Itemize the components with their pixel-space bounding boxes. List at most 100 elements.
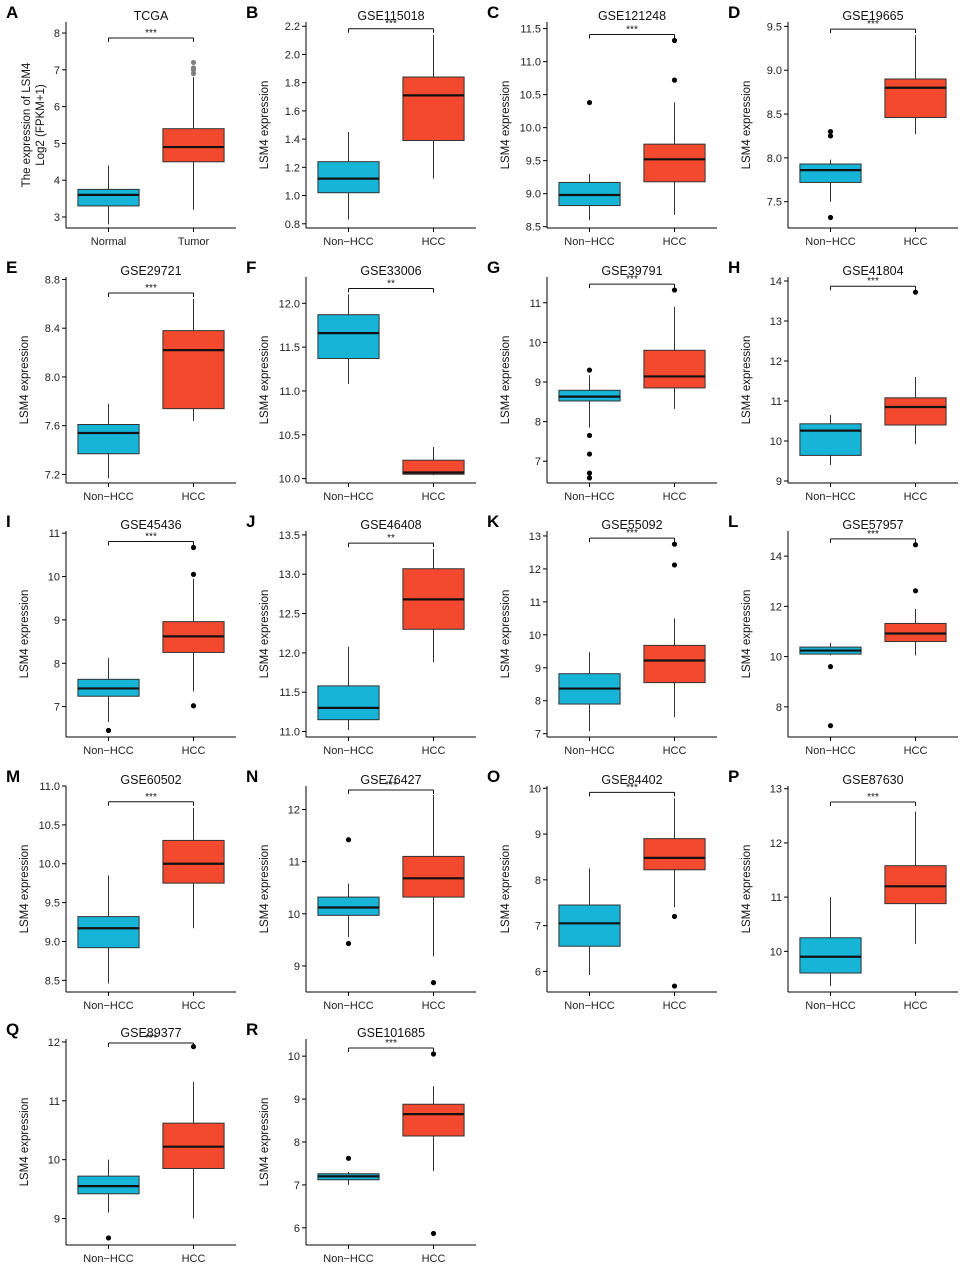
- box-group1: [317, 161, 380, 194]
- y-tick-label: 8: [535, 417, 541, 429]
- y-tick-label: 9: [776, 476, 782, 488]
- box-group2: [402, 459, 465, 475]
- x-tick-label: HCC: [422, 1253, 446, 1265]
- panel-label: E: [6, 258, 17, 277]
- y-tick-label: 12: [770, 356, 782, 368]
- x-tick-label: Non−HCC: [83, 745, 133, 757]
- x-tick-label: Non−HCC: [564, 745, 614, 757]
- outlier-point: [671, 287, 678, 293]
- outlier-point: [671, 37, 678, 44]
- outlier-point: [586, 475, 593, 481]
- y-tick-label: 7.5: [767, 197, 782, 209]
- box-group1: [77, 188, 140, 207]
- significance-label: ***: [145, 792, 157, 803]
- outlier-point: [105, 1235, 112, 1241]
- significance-label: ***: [867, 276, 879, 287]
- panel-title: GSE101685: [357, 1026, 425, 1040]
- y-tick-label: 11.0: [520, 57, 541, 69]
- panel-label: B: [246, 3, 258, 22]
- significance-label: ***: [145, 1033, 157, 1044]
- y-tick-label: 9.5: [767, 21, 782, 33]
- outlier-point: [586, 367, 593, 373]
- y-tick-label: 12: [288, 804, 300, 816]
- y-tick-label: 10.0: [39, 859, 60, 871]
- x-tick-label: Non−HCC: [323, 236, 373, 248]
- x-tick-label: Non−HCC: [564, 1000, 614, 1012]
- y-tick-label: 4: [54, 175, 60, 187]
- outlier-point: [190, 703, 197, 709]
- y-tick-label: 13: [770, 316, 782, 328]
- y-axis-label: LSM4 expression: [500, 336, 512, 425]
- panel-D: D GSE19665 LSM4 expression 7.5 8.0 8.5 9.0 9.5 N…: [728, 3, 958, 248]
- box-group2: [643, 349, 706, 389]
- y-tick-label: 1.6: [285, 106, 300, 118]
- y-tick-label: 2.2: [285, 21, 300, 33]
- y-tick-label: 8: [54, 28, 60, 40]
- y-tick-label: 8.5: [767, 109, 782, 121]
- y-tick-label: 8.5: [526, 222, 541, 234]
- y-tick-label: 14: [770, 551, 782, 563]
- panel-title: GSE39791: [601, 264, 662, 278]
- y-tick-label: 8.8: [45, 274, 60, 286]
- y-tick-label: 10.0: [279, 474, 300, 486]
- panel-title: GSE121248: [598, 9, 666, 23]
- y-axis-label: LSM4 expression: [259, 845, 271, 934]
- panel-title: GSE89377: [120, 1026, 181, 1040]
- panel-title: GSE29721: [120, 264, 181, 278]
- x-tick-label: Non−HCC: [323, 1000, 373, 1012]
- significance-label: ***: [626, 274, 638, 285]
- y-tick-label: 6: [535, 966, 541, 978]
- x-tick-label: Non−HCC: [564, 236, 614, 248]
- y-axis-label: LSM4 expression: [259, 336, 271, 425]
- y-tick-label: 11: [771, 892, 782, 904]
- x-tick-label: HCC: [663, 491, 687, 503]
- y-tick-label: 9: [54, 615, 60, 627]
- y-tick-label: 11.0: [279, 386, 300, 398]
- outlier-point: [105, 727, 112, 734]
- panel-title: TCGA: [134, 9, 169, 23]
- box-group2: [162, 330, 225, 410]
- y-tick-label: 7: [54, 65, 60, 77]
- x-tick-label: Normal: [91, 236, 126, 248]
- significance-label: ***: [145, 531, 157, 542]
- y-tick-label: 10.5: [279, 430, 300, 442]
- x-tick-label: HCC: [904, 745, 928, 757]
- x-tick-label: Non−HCC: [83, 491, 133, 503]
- panel-B: B GSE115018 LSM4 expression 0.8 1.0 1.2 1.4 1.6…: [246, 3, 476, 248]
- y-tick-label: 13: [770, 784, 782, 796]
- y-tick-label: 11: [530, 597, 541, 609]
- y-tick-label: 1.8: [285, 78, 300, 90]
- x-tick-label: Non−HCC: [805, 1000, 855, 1012]
- y-tick-label: 14: [770, 276, 782, 288]
- x-tick-label: Non−HCC: [323, 1253, 373, 1265]
- y-tick-label: 12: [770, 601, 782, 613]
- panel-title: GSE60502: [120, 773, 181, 787]
- outlier-point: [430, 980, 437, 986]
- y-tick-label: 1.4: [285, 134, 300, 146]
- outlier-point: [912, 542, 919, 548]
- y-tick-label: 13.5: [279, 530, 300, 542]
- y-tick-label: 8: [294, 1137, 300, 1149]
- y-tick-label: 10: [288, 909, 300, 921]
- y-tick-label: 9: [54, 1214, 60, 1226]
- panel-H: H GSE41804 LSM4 expression 9 10 11 12 13 14 Non−H…: [728, 258, 958, 503]
- panel-K: K GSE55092 LSM4 expression 7 8 9 10 11 12 13 Non−H…: [487, 512, 717, 757]
- panel-F: F GSE33006 LSM4 expression 10.0 10.5 11.0 11.5…: [246, 258, 476, 503]
- panel-label: R: [246, 1020, 258, 1039]
- panel-N: N GSE76427 LSM4 expression 9 10 11 12 Non−HCC HC…: [246, 767, 476, 1012]
- y-tick-label: 9.0: [767, 65, 782, 77]
- y-axis-label: LSM4 expression: [19, 845, 31, 934]
- y-tick-label: 1.0: [285, 191, 300, 203]
- y-axis-label: LSM4 expression: [500, 590, 512, 679]
- panel-M: M GSE60502 LSM4 expression 8.5 9.0 9.5 10.0 10.…: [6, 767, 236, 1012]
- panel-title: GSE84402: [601, 773, 662, 787]
- outlier-point: [827, 128, 834, 135]
- x-tick-label: Non−HCC: [83, 1000, 133, 1012]
- outlier-point: [586, 451, 593, 457]
- outlier-point: [190, 65, 197, 71]
- y-tick-label: 7: [294, 1180, 300, 1192]
- y-axis-label: LSM4 expression: [259, 590, 271, 679]
- y-tick-label: 6: [294, 1223, 300, 1235]
- x-tick-label: HCC: [663, 1000, 687, 1012]
